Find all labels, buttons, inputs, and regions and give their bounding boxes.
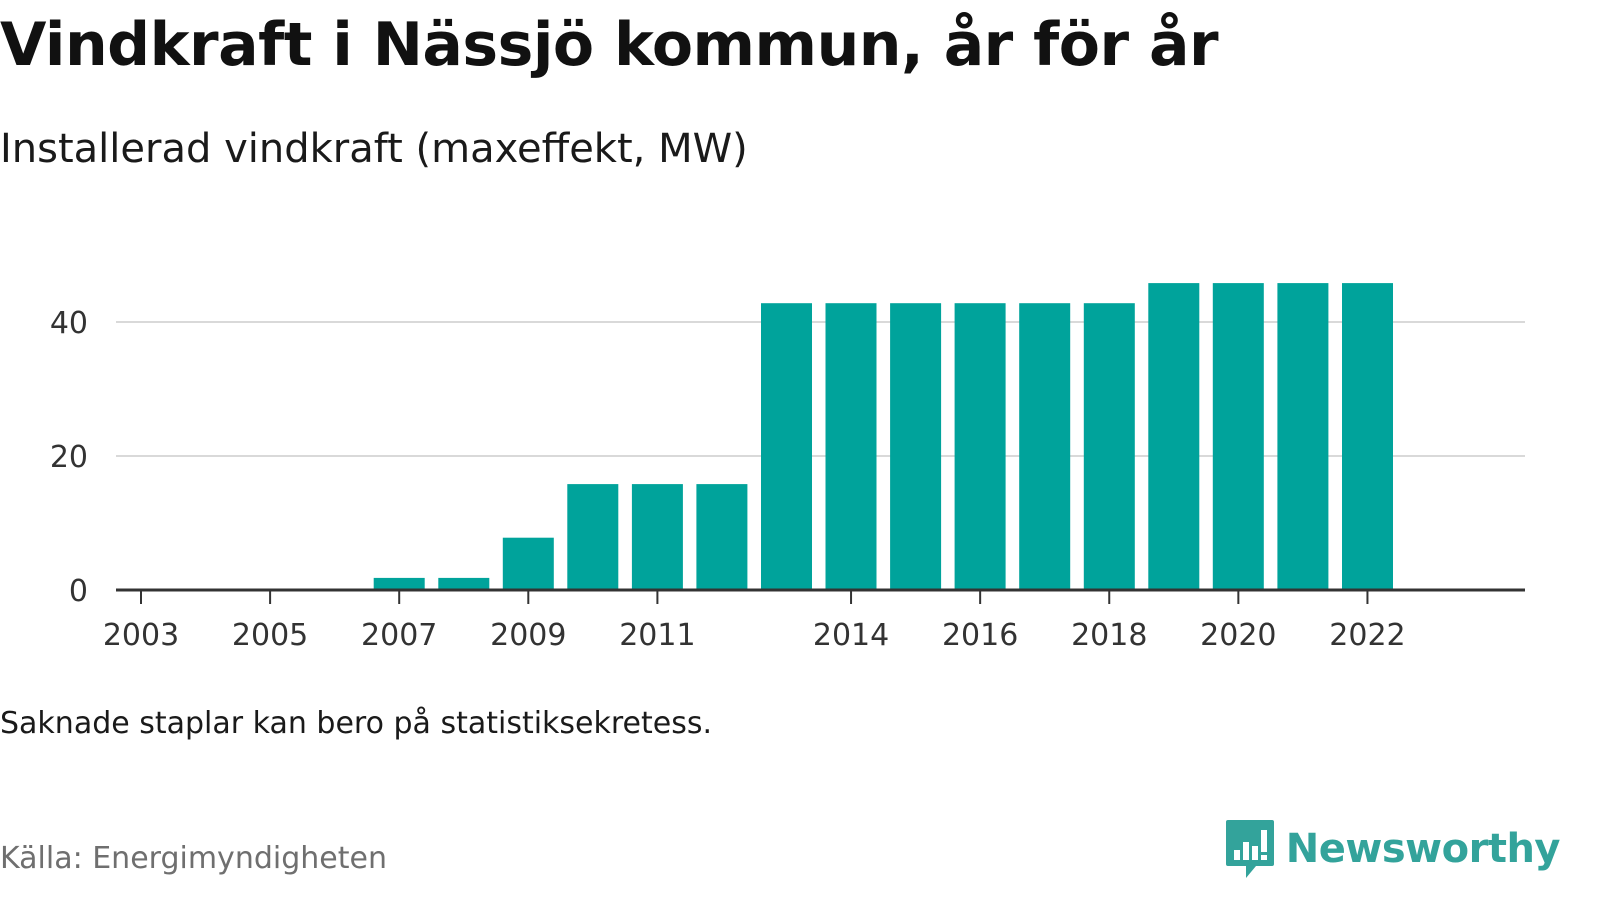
bar — [1277, 283, 1329, 590]
bar — [631, 484, 683, 590]
bar — [890, 303, 942, 590]
bar — [502, 537, 554, 590]
x-tick-label: 2018 — [1071, 618, 1147, 653]
brand-name: Newsworthy — [1285, 826, 1561, 872]
bar — [1212, 283, 1264, 590]
bar — [567, 484, 619, 590]
bar — [696, 484, 748, 590]
bar — [825, 303, 877, 590]
x-tick-label: 2009 — [490, 618, 566, 653]
x-tick-label: 2003 — [103, 618, 179, 653]
x-tick-label: 2016 — [942, 618, 1018, 653]
bars — [373, 283, 1393, 590]
y-tick-label: 40 — [50, 306, 88, 341]
y-tick-labels: 0 20 40 — [50, 306, 88, 609]
bar — [1083, 303, 1135, 590]
y-tick-label: 0 — [69, 574, 88, 609]
bar-chart-icon — [1225, 820, 1274, 878]
bar — [438, 577, 490, 590]
y-tick-label: 20 — [50, 440, 88, 475]
source-label: Källa: Energimyndigheten — [0, 841, 387, 876]
x-tick-label: 2022 — [1329, 618, 1405, 653]
bar — [761, 303, 812, 590]
x-tick-label: 2020 — [1200, 618, 1276, 653]
footnote: Saknade staplar kan bero på statistiksek… — [0, 706, 713, 741]
bar — [1342, 283, 1393, 590]
brand-logo: Newsworthy — [1224, 818, 1561, 880]
bar — [1148, 283, 1200, 590]
x-tick-label: 2011 — [619, 618, 695, 653]
axes — [116, 588, 1525, 604]
bar — [1019, 303, 1071, 590]
bar — [373, 577, 425, 590]
x-tick-label: 2014 — [813, 618, 889, 653]
bar — [954, 303, 1006, 590]
chart-title: Vindkraft i Nässjö kommun, år för år — [0, 10, 1219, 80]
x-tick-label: 2005 — [232, 618, 308, 653]
x-tick-label: 2007 — [361, 618, 437, 653]
x-tick-labels: 2003 2005 2007 2009 2011 2014 2016 2018 2020 2022 — [103, 618, 1406, 653]
chart-subtitle: Installerad vindkraft (maxeffekt, MW) — [0, 126, 748, 172]
